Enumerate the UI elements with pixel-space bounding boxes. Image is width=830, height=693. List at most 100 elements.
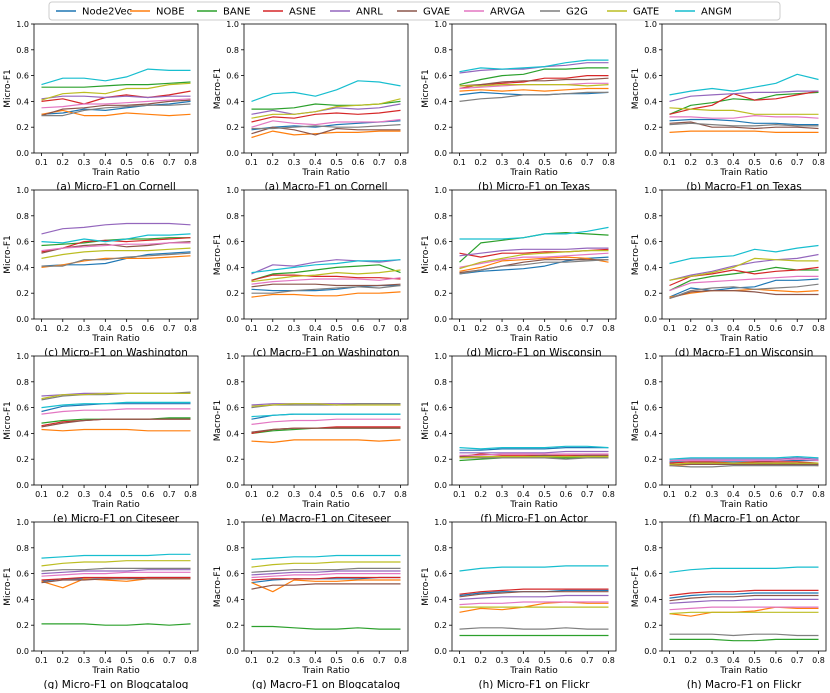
- x-tick-label: 0.1: [453, 158, 466, 167]
- series-line-gvae: [251, 126, 401, 136]
- plot-area: [451, 521, 617, 652]
- x-tick-label: 0.3: [706, 490, 719, 499]
- series-line-angm: [41, 68, 191, 86]
- series-line-gate: [459, 456, 609, 459]
- y-tick-label: 0.4: [226, 429, 239, 438]
- series-line-asne: [669, 90, 819, 115]
- series-line-arvga: [251, 277, 401, 285]
- x-tick-label: 0.4: [517, 490, 530, 499]
- y-tick-label: 0.4: [434, 429, 447, 438]
- series-line-gvae: [459, 591, 609, 598]
- x-tick-label: 0.6: [142, 490, 155, 499]
- series-line-gate: [669, 611, 819, 615]
- series-line-gate: [41, 560, 191, 567]
- y-axis-label: Macro-F1: [631, 68, 641, 110]
- x-tick-label: 0.5: [330, 656, 343, 665]
- series-line-bane: [669, 91, 819, 115]
- x-tick-label: 0.8: [602, 324, 615, 333]
- y-tick-label: 1.0: [16, 352, 29, 361]
- y-tick-label: 0.6: [644, 72, 657, 81]
- x-tick-label: 0.6: [560, 490, 573, 499]
- series-line-anrl: [669, 90, 819, 102]
- x-tick-label: 0.7: [581, 158, 594, 167]
- series-line-anrl: [459, 247, 609, 257]
- series-line-nobe: [41, 109, 191, 117]
- y-tick-label: 0.4: [434, 595, 447, 604]
- x-tick-label: 0.6: [560, 656, 573, 665]
- x-tick-label: 0.1: [245, 158, 258, 167]
- series-line-nobe: [459, 256, 609, 272]
- series-line-anrl: [459, 594, 609, 600]
- x-tick-label: 0.6: [352, 324, 365, 333]
- y-tick-label: 0.6: [16, 72, 29, 81]
- x-tick-label: 0.7: [373, 490, 386, 499]
- x-tick-label: 0.6: [142, 656, 155, 665]
- y-tick-label: 0.4: [644, 263, 657, 272]
- series-line-angm: [41, 401, 191, 409]
- x-tick-label: 0.5: [330, 158, 343, 167]
- x-tick-label: 0.1: [453, 490, 466, 499]
- y-tick-label: 0.4: [226, 595, 239, 604]
- x-tick-label: 0.5: [330, 324, 343, 333]
- x-axis-label: Train Ratio: [91, 666, 140, 676]
- x-tick-label: 0.1: [453, 656, 466, 665]
- y-axis-label: Micro-F1: [3, 235, 13, 274]
- series-line-gvae: [669, 121, 819, 130]
- y-tick-label: 0.2: [226, 621, 239, 630]
- x-axis-label: Train Ratio: [91, 168, 140, 178]
- x-tick-label: 0.8: [394, 324, 407, 333]
- y-tick-label: 0.0: [16, 647, 29, 656]
- x-tick-label: 0.3: [706, 158, 719, 167]
- x-tick-label: 0.3: [706, 324, 719, 333]
- x-tick-label: 0.7: [163, 490, 176, 499]
- x-tick-label: 0.8: [812, 656, 825, 665]
- x-tick-label: 0.7: [163, 656, 176, 665]
- y-axis-label: Macro-F1: [631, 566, 641, 608]
- y-tick-label: 1.0: [16, 518, 29, 527]
- x-tick-label: 0.4: [727, 158, 740, 167]
- series-line-angm: [669, 73, 819, 96]
- series-line-angm: [669, 244, 819, 265]
- series-line-anrl: [669, 598, 819, 604]
- series-line-angm: [669, 566, 819, 573]
- series-line-node2vec: [459, 256, 609, 275]
- series-line-node2vec: [41, 100, 191, 115]
- series-line-node2vec: [669, 118, 819, 126]
- series-line-nobe: [251, 439, 401, 443]
- y-tick-label: 0.4: [16, 429, 29, 438]
- series-line-gate: [41, 392, 191, 400]
- y-tick-label: 0.6: [434, 570, 447, 579]
- y-axis-label: Micro-F1: [3, 567, 13, 606]
- y-tick-label: 0.8: [644, 544, 657, 553]
- series-line-gvae: [251, 283, 401, 288]
- series-line-bane: [669, 266, 819, 292]
- x-tick-label: 0.7: [791, 656, 804, 665]
- series-line-arvga: [459, 252, 609, 268]
- y-tick-label: 0.8: [434, 544, 447, 553]
- x-tick-label: 0.6: [770, 324, 783, 333]
- y-tick-label: 0.6: [226, 238, 239, 247]
- y-tick-label: 0.6: [434, 238, 447, 247]
- chart-panel-13: 0.0 0.2 0.4 0.6 0.8 1.0 0.1 0.2 0.3 0.4 0.5 0.6 0.7 0…: [3, 518, 199, 691]
- y-tick-label: 0.6: [644, 404, 657, 413]
- x-tick-label: 0.1: [453, 324, 466, 333]
- series-line-asne: [41, 237, 191, 253]
- series-line-asne: [251, 576, 401, 581]
- x-tick-label: 0.8: [602, 158, 615, 167]
- y-tick-label: 0.2: [16, 289, 29, 298]
- y-tick-label: 0.2: [16, 455, 29, 464]
- x-tick-label: 0.8: [602, 656, 615, 665]
- series-line-angm: [251, 413, 401, 418]
- series-line-node2vec: [669, 592, 819, 599]
- x-tick-label: 0.8: [184, 158, 197, 167]
- x-tick-label: 0.7: [791, 158, 804, 167]
- x-tick-label: 0.4: [99, 656, 112, 665]
- x-tick-label: 0.5: [538, 324, 551, 333]
- x-tick-label: 0.5: [748, 656, 761, 665]
- x-axis-label: Train Ratio: [301, 666, 350, 676]
- series-line-angm: [669, 456, 819, 460]
- series-line-arvga: [251, 572, 401, 579]
- y-tick-label: 0.8: [644, 212, 657, 221]
- series-line-gate: [459, 250, 609, 270]
- plot-area: [451, 355, 617, 486]
